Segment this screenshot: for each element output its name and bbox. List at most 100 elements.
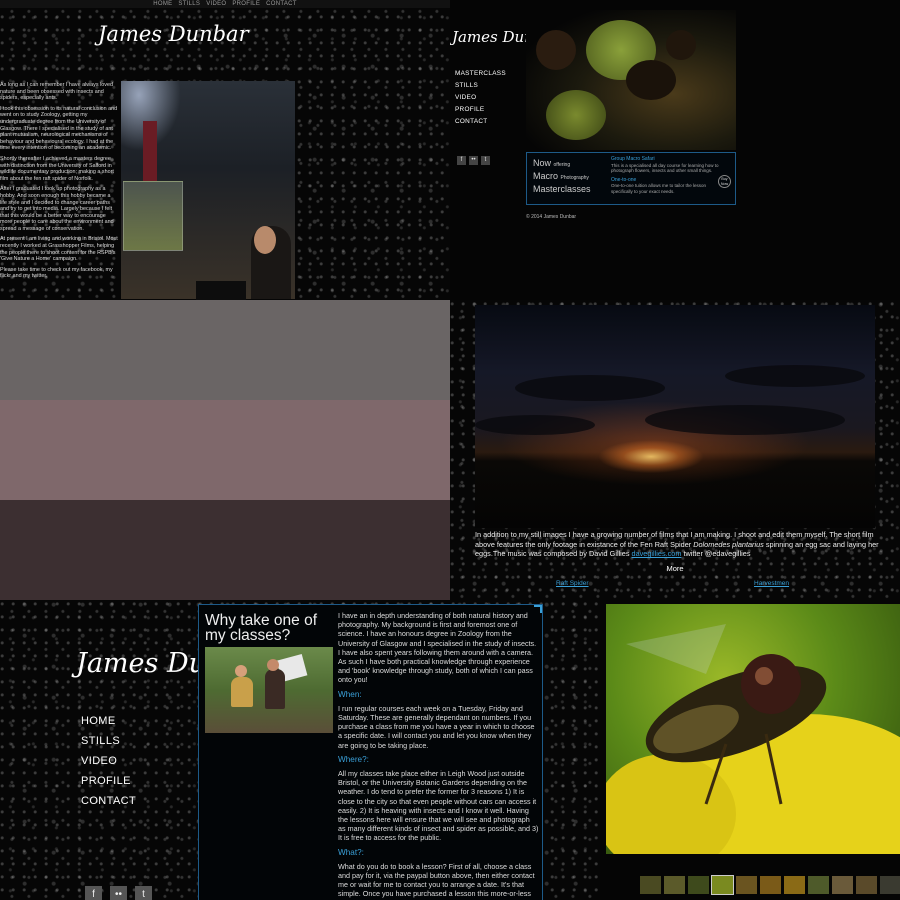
harvestmen-link[interactable]: Harvestmen bbox=[754, 580, 790, 587]
masterclass-promo-banner[interactable]: Now offering Macro Photography Mastercla… bbox=[526, 152, 736, 205]
cloud-shape bbox=[515, 375, 665, 401]
twitter-icon[interactable]: t bbox=[135, 886, 152, 900]
flickr-icon[interactable]: •• bbox=[110, 886, 127, 900]
facebook-icon[interactable]: f bbox=[85, 886, 102, 900]
nav-profile[interactable]: PROFILE bbox=[81, 775, 131, 787]
more-button[interactable]: More bbox=[666, 564, 684, 573]
description-text: In addition to my still images I have a … bbox=[475, 530, 874, 549]
when-heading: When: bbox=[338, 689, 362, 699]
nav-home[interactable]: HOME bbox=[81, 715, 116, 727]
aphid-cluster-shape bbox=[546, 90, 606, 140]
bio-paragraph: Please take time to check out my faceboo… bbox=[0, 266, 113, 280]
top-nav-video[interactable]: VIDEO bbox=[206, 1, 227, 7]
thumbnail[interactable] bbox=[880, 876, 900, 894]
box-corner-accent bbox=[534, 605, 542, 613]
promo-items: Group Macro Safari This is a specialised… bbox=[611, 156, 721, 195]
thumbnail[interactable] bbox=[688, 876, 709, 894]
nav-video[interactable]: VIDEO bbox=[81, 755, 118, 767]
nav-contact[interactable]: CONTACT bbox=[81, 795, 137, 807]
promo-item-text: This is a specialised all day course for… bbox=[611, 162, 719, 174]
intro-text: I have an in depth understanding of both… bbox=[338, 611, 537, 685]
color-palette-panel bbox=[0, 300, 450, 600]
hoverfly-wing-shape bbox=[626, 624, 726, 674]
composer-link[interactable]: davegillies.com bbox=[631, 549, 682, 559]
raft-spider-link[interactable]: Raft Spider bbox=[556, 580, 589, 587]
thumbnail[interactable] bbox=[832, 876, 853, 894]
top-nav-home[interactable]: HOME bbox=[153, 1, 173, 7]
home-nav: MASTERCLASS STILLS VIDEO PROFILE CONTACT bbox=[455, 68, 506, 128]
thumbnail[interactable] bbox=[808, 876, 829, 894]
hoverfly-illustration bbox=[606, 624, 900, 854]
profile-bio: As long as I can remember I have always … bbox=[0, 82, 118, 284]
promo-item-title[interactable]: Group Macro Safari bbox=[611, 156, 655, 162]
promo-item-title[interactable]: One-to-one bbox=[611, 176, 637, 183]
stills-page-panel bbox=[600, 600, 900, 900]
person-head-shape bbox=[235, 665, 247, 677]
nav-contact[interactable]: CONTACT bbox=[455, 118, 488, 125]
thumbnail[interactable] bbox=[784, 876, 805, 894]
video-player[interactable] bbox=[475, 305, 875, 528]
top-nav-profile[interactable]: PROFILE bbox=[232, 1, 261, 7]
photo-detail-shape bbox=[143, 121, 157, 181]
aquarium-tank-shape bbox=[123, 181, 183, 251]
nav-profile[interactable]: PROFILE bbox=[455, 106, 485, 113]
thumbnail[interactable] bbox=[640, 876, 661, 894]
masterclass-nav: HOME STILLS VIDEO PROFILE CONTACT bbox=[81, 711, 136, 811]
what-heading: What?: bbox=[338, 847, 364, 857]
nav-masterclass[interactable]: MASTERCLASS bbox=[455, 70, 506, 77]
profile-photo bbox=[121, 81, 295, 300]
thumbnail[interactable] bbox=[664, 876, 685, 894]
top-nav-contact[interactable]: CONTACT bbox=[266, 1, 297, 7]
species-name: Dolomedes plantarius bbox=[693, 539, 764, 549]
facebook-icon[interactable]: f bbox=[457, 156, 466, 165]
site-logo[interactable]: James Dunbar bbox=[98, 22, 249, 46]
social-icons: f •• t bbox=[457, 156, 490, 165]
palette-swatch bbox=[0, 300, 450, 400]
bio-paragraph: I took this obsession to its natural con… bbox=[0, 105, 118, 152]
masterclass-page-panel: James Dunbar HOME STILLS VIDEO PROFILE C… bbox=[0, 600, 600, 900]
person-head-shape bbox=[267, 659, 279, 671]
flickr-icon[interactable]: •• bbox=[469, 156, 478, 165]
hoverfly-leg-shape bbox=[764, 733, 783, 805]
eye-highlight-shape bbox=[755, 667, 773, 685]
thumbnail[interactable] bbox=[856, 876, 877, 894]
nav-video[interactable]: VIDEO bbox=[455, 94, 477, 101]
description-text: twitter @edavegillies bbox=[681, 549, 751, 559]
palette-swatch bbox=[0, 400, 450, 500]
hoverfly-leg-shape bbox=[704, 743, 728, 805]
where-heading: Where?: bbox=[338, 754, 369, 764]
promo-word: Photography bbox=[560, 175, 589, 181]
bio-paragraph: At present I am living and working in Br… bbox=[0, 236, 118, 263]
person-shape bbox=[231, 677, 253, 707]
person-head-shape bbox=[254, 226, 276, 254]
ant-shape bbox=[536, 30, 576, 70]
ant-shape bbox=[626, 60, 676, 100]
masterclass-content-box: Why take one of my classes? I have an in… bbox=[198, 604, 543, 900]
nav-stills[interactable]: STILLS bbox=[81, 735, 121, 747]
featured-still-photo[interactable] bbox=[606, 604, 900, 854]
bio-paragraph: Shortly thereafter I achieved a masters … bbox=[0, 155, 114, 182]
copyright: © 2014 James Dunbar bbox=[526, 214, 577, 220]
thumbnail[interactable] bbox=[760, 876, 781, 894]
thumbnail[interactable] bbox=[711, 875, 734, 895]
class-photo bbox=[205, 647, 333, 733]
description-text: spinning an egg sac and laying her eggs.… bbox=[475, 539, 879, 559]
promo-word: Macro bbox=[533, 171, 559, 181]
video-page-panel: In addition to my still images I have a … bbox=[450, 300, 900, 600]
promo-word: offering bbox=[553, 162, 571, 168]
bio-paragraph: As long as I can remember I have always … bbox=[0, 82, 113, 102]
social-icons: f •• t bbox=[85, 886, 152, 900]
thumbnail[interactable] bbox=[736, 876, 757, 894]
bio-paragraph: After I graduated I took up photography … bbox=[0, 186, 114, 232]
top-nav-stills[interactable]: STILLS bbox=[178, 1, 201, 7]
where-text: All my classes take place either in Leig… bbox=[338, 769, 539, 843]
thumbnail-strip bbox=[640, 875, 900, 895]
cloud-shape bbox=[475, 415, 595, 435]
masterclass-body: I have an in depth understanding of both… bbox=[338, 611, 539, 900]
video-description: In addition to my still images I have a … bbox=[475, 530, 885, 559]
hero-ant-photo bbox=[526, 10, 736, 150]
twitter-icon[interactable]: t bbox=[481, 156, 490, 165]
promo-item-text: One-to-one tuition allows me to tailor t… bbox=[611, 183, 707, 194]
buy-now-button[interactable]: Buy Now bbox=[718, 175, 731, 188]
nav-stills[interactable]: STILLS bbox=[455, 82, 479, 89]
